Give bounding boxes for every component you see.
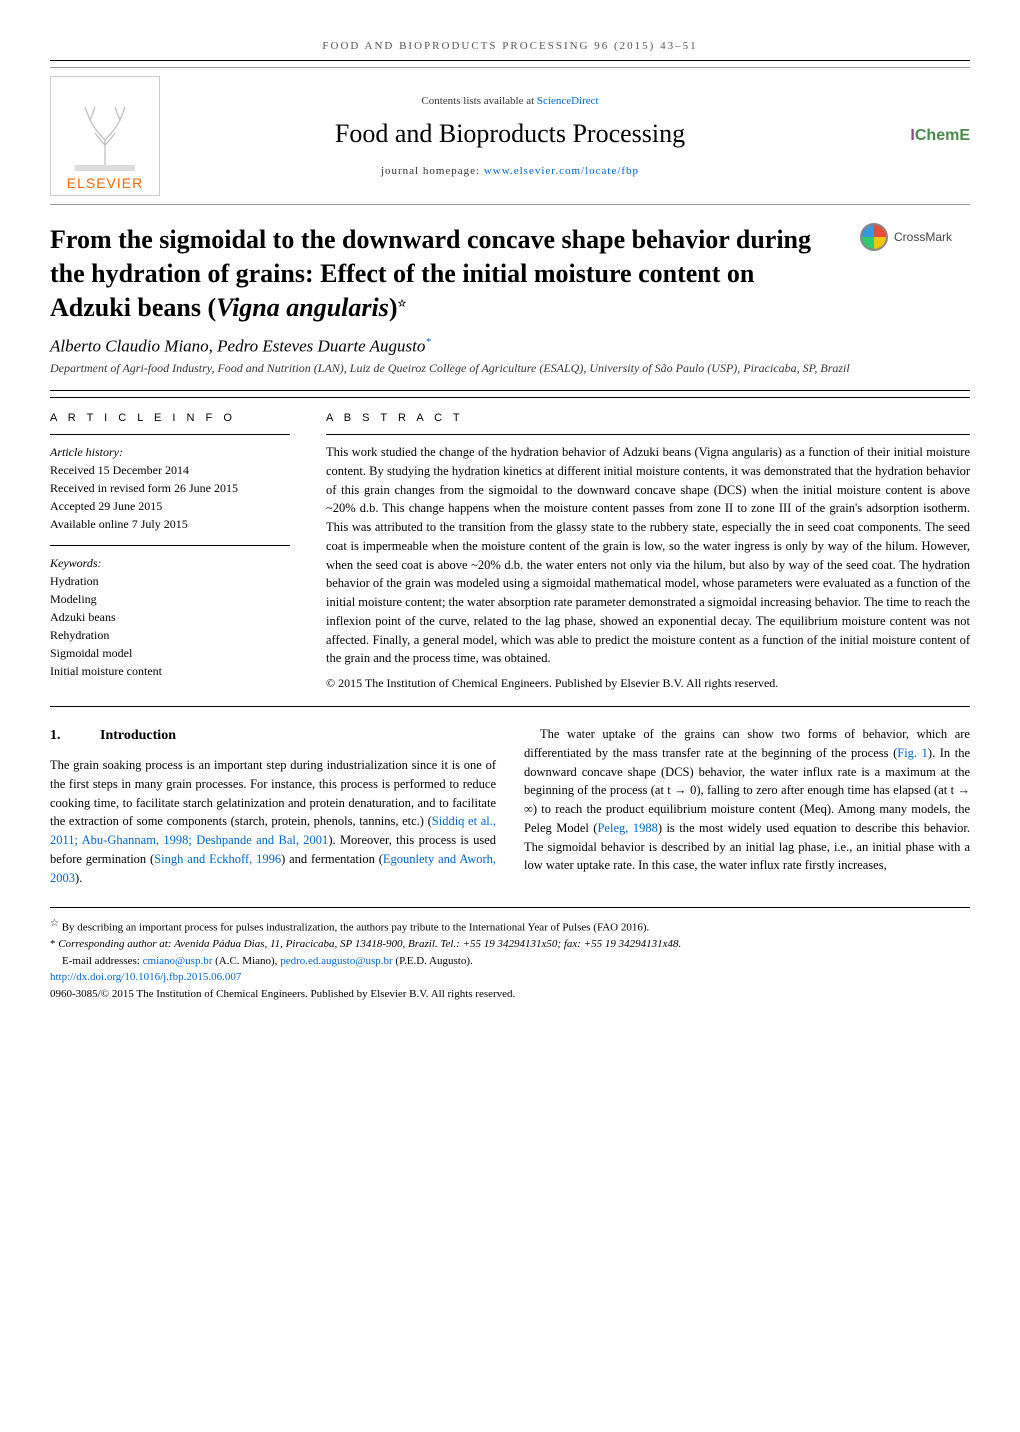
rule-pre-info bbox=[50, 390, 970, 391]
email1-who: (A.C. Miano), bbox=[212, 955, 280, 967]
journal-center: Contents lists available at ScienceDirec… bbox=[160, 95, 860, 177]
history-received: Received 15 December 2014 bbox=[50, 461, 290, 479]
title-main: From the sigmoidal to the downward conca… bbox=[50, 225, 811, 322]
keywords-block: Keywords: Hydration Modeling Adzuki bean… bbox=[50, 554, 290, 680]
journal-name: Food and Bioproducts Processing bbox=[178, 119, 842, 149]
history-online: Available online 7 July 2015 bbox=[50, 515, 290, 533]
email1-link[interactable]: cmiano@usp.br bbox=[143, 955, 213, 967]
journal-header-block: ELSEVIER Contents lists available at Sci… bbox=[50, 67, 970, 205]
title-row: From the sigmoidal to the downward conca… bbox=[50, 223, 970, 324]
section-title: Introduction bbox=[100, 728, 176, 743]
authors: Alberto Claudio Miano, Pedro Esteves Dua… bbox=[50, 336, 970, 357]
p1-d: ). bbox=[75, 871, 82, 885]
p1-c: ) and fermentation ( bbox=[281, 852, 383, 866]
emails-label: E-mail addresses: bbox=[62, 955, 143, 967]
keyword-0: Hydration bbox=[50, 572, 290, 590]
intro-para-2: The water uptake of the grains can show … bbox=[524, 725, 970, 875]
homepage-prefix: journal homepage: bbox=[381, 165, 484, 177]
intro-para-1: The grain soaking process is an importan… bbox=[50, 756, 496, 887]
title-species: Vigna angularis bbox=[216, 293, 389, 322]
star-icon: ☆ bbox=[50, 918, 59, 929]
crossmark-circle-icon bbox=[860, 223, 888, 251]
star-footnote: ☆ By describing an important process for… bbox=[50, 916, 970, 936]
footnotes: ☆ By describing an important process for… bbox=[50, 907, 970, 1002]
crossmark-label: CrossMark bbox=[894, 230, 952, 244]
issn-copyright: 0960-3085/© 2015 The Institution of Chem… bbox=[50, 986, 970, 1003]
article-info-col: A R T I C L E I N F O Article history: R… bbox=[50, 412, 290, 692]
sciencedirect-link[interactable]: ScienceDirect bbox=[537, 95, 599, 107]
keywords-label: Keywords: bbox=[50, 554, 290, 572]
authors-text: Alberto Claudio Miano, Pedro Esteves Dua… bbox=[50, 337, 425, 356]
history-label: Article history: bbox=[50, 443, 290, 461]
article-info-heading: A R T I C L E I N F O bbox=[50, 412, 290, 424]
ref-singh-link[interactable]: Singh and Eckhoff, 1996 bbox=[154, 852, 281, 866]
contents-prefix: Contents lists available at bbox=[421, 95, 536, 107]
info-abstract-row: A R T I C L E I N F O Article history: R… bbox=[50, 397, 970, 707]
elsevier-tree-icon bbox=[65, 95, 145, 175]
abstract-copyright: © 2015 The Institution of Chemical Engin… bbox=[326, 676, 970, 691]
rule-top bbox=[50, 60, 970, 61]
running-head: FOOD AND BIOPRODUCTS PROCESSING 96 (2015… bbox=[50, 40, 970, 52]
corr-note: Corresponding author at: Avenida Pádua D… bbox=[58, 938, 681, 950]
section-heading: 1.Introduction bbox=[50, 725, 496, 746]
emails-footnote: E-mail addresses: cmiano@usp.br (A.C. Mi… bbox=[50, 953, 970, 970]
ref-fig1-link[interactable]: Fig. 1 bbox=[897, 746, 928, 760]
icheme-chem: ChemE bbox=[915, 127, 970, 144]
icheme-logo: IChemE bbox=[860, 127, 970, 145]
journal-homepage: journal homepage: www.elsevier.com/locat… bbox=[178, 165, 842, 177]
corresponding-footnote: * Corresponding author at: Avenida Pádua… bbox=[50, 936, 970, 953]
abstract-heading: A B S T R A C T bbox=[326, 412, 970, 424]
p1-a: The grain soaking process is an importan… bbox=[50, 758, 496, 828]
ref-peleg-link[interactable]: Peleg, 1988 bbox=[597, 821, 657, 835]
email2-who: (P.E.D. Augusto). bbox=[393, 955, 473, 967]
doi-link[interactable]: http://dx.doi.org/10.1016/j.fbp.2015.06.… bbox=[50, 971, 241, 983]
info-rule-2 bbox=[50, 545, 290, 546]
info-rule-1 bbox=[50, 434, 290, 435]
history-block: Article history: Received 15 December 20… bbox=[50, 443, 290, 533]
email2-link[interactable]: pedro.ed.augusto@usp.br bbox=[280, 955, 392, 967]
tree-svg-icon bbox=[65, 95, 145, 175]
doi-line: http://dx.doi.org/10.1016/j.fbp.2015.06.… bbox=[50, 969, 970, 986]
homepage-link[interactable]: www.elsevier.com/locate/fbp bbox=[484, 165, 639, 177]
keyword-3: Rehydration bbox=[50, 626, 290, 644]
star-note-text: By describing an important process for p… bbox=[62, 922, 650, 934]
paper-title: From the sigmoidal to the downward conca… bbox=[50, 223, 840, 324]
history-revised: Received in revised form 26 June 2015 bbox=[50, 479, 290, 497]
history-accepted: Accepted 29 June 2015 bbox=[50, 497, 290, 515]
abstract-text: This work studied the change of the hydr… bbox=[326, 443, 970, 668]
elsevier-logo: ELSEVIER bbox=[50, 76, 160, 196]
title-star-icon: ☆ bbox=[398, 298, 407, 309]
elsevier-label: ELSEVIER bbox=[67, 175, 143, 191]
corresponding-marker: * bbox=[425, 336, 431, 348]
body-columns: 1.Introduction The grain soaking process… bbox=[50, 725, 970, 887]
keyword-1: Modeling bbox=[50, 590, 290, 608]
abstract-col: A B S T R A C T This work studied the ch… bbox=[326, 412, 970, 692]
title-end: ) bbox=[389, 293, 398, 322]
section-number: 1. bbox=[50, 725, 100, 746]
abstract-rule bbox=[326, 434, 970, 435]
keyword-5: Initial moisture content bbox=[50, 662, 290, 680]
keyword-4: Sigmoidal model bbox=[50, 644, 290, 662]
keyword-2: Adzuki beans bbox=[50, 608, 290, 626]
contents-available: Contents lists available at ScienceDirec… bbox=[178, 95, 842, 107]
crossmark-badge[interactable]: CrossMark bbox=[860, 223, 970, 251]
affiliation: Department of Agri-food Industry, Food a… bbox=[50, 361, 970, 376]
